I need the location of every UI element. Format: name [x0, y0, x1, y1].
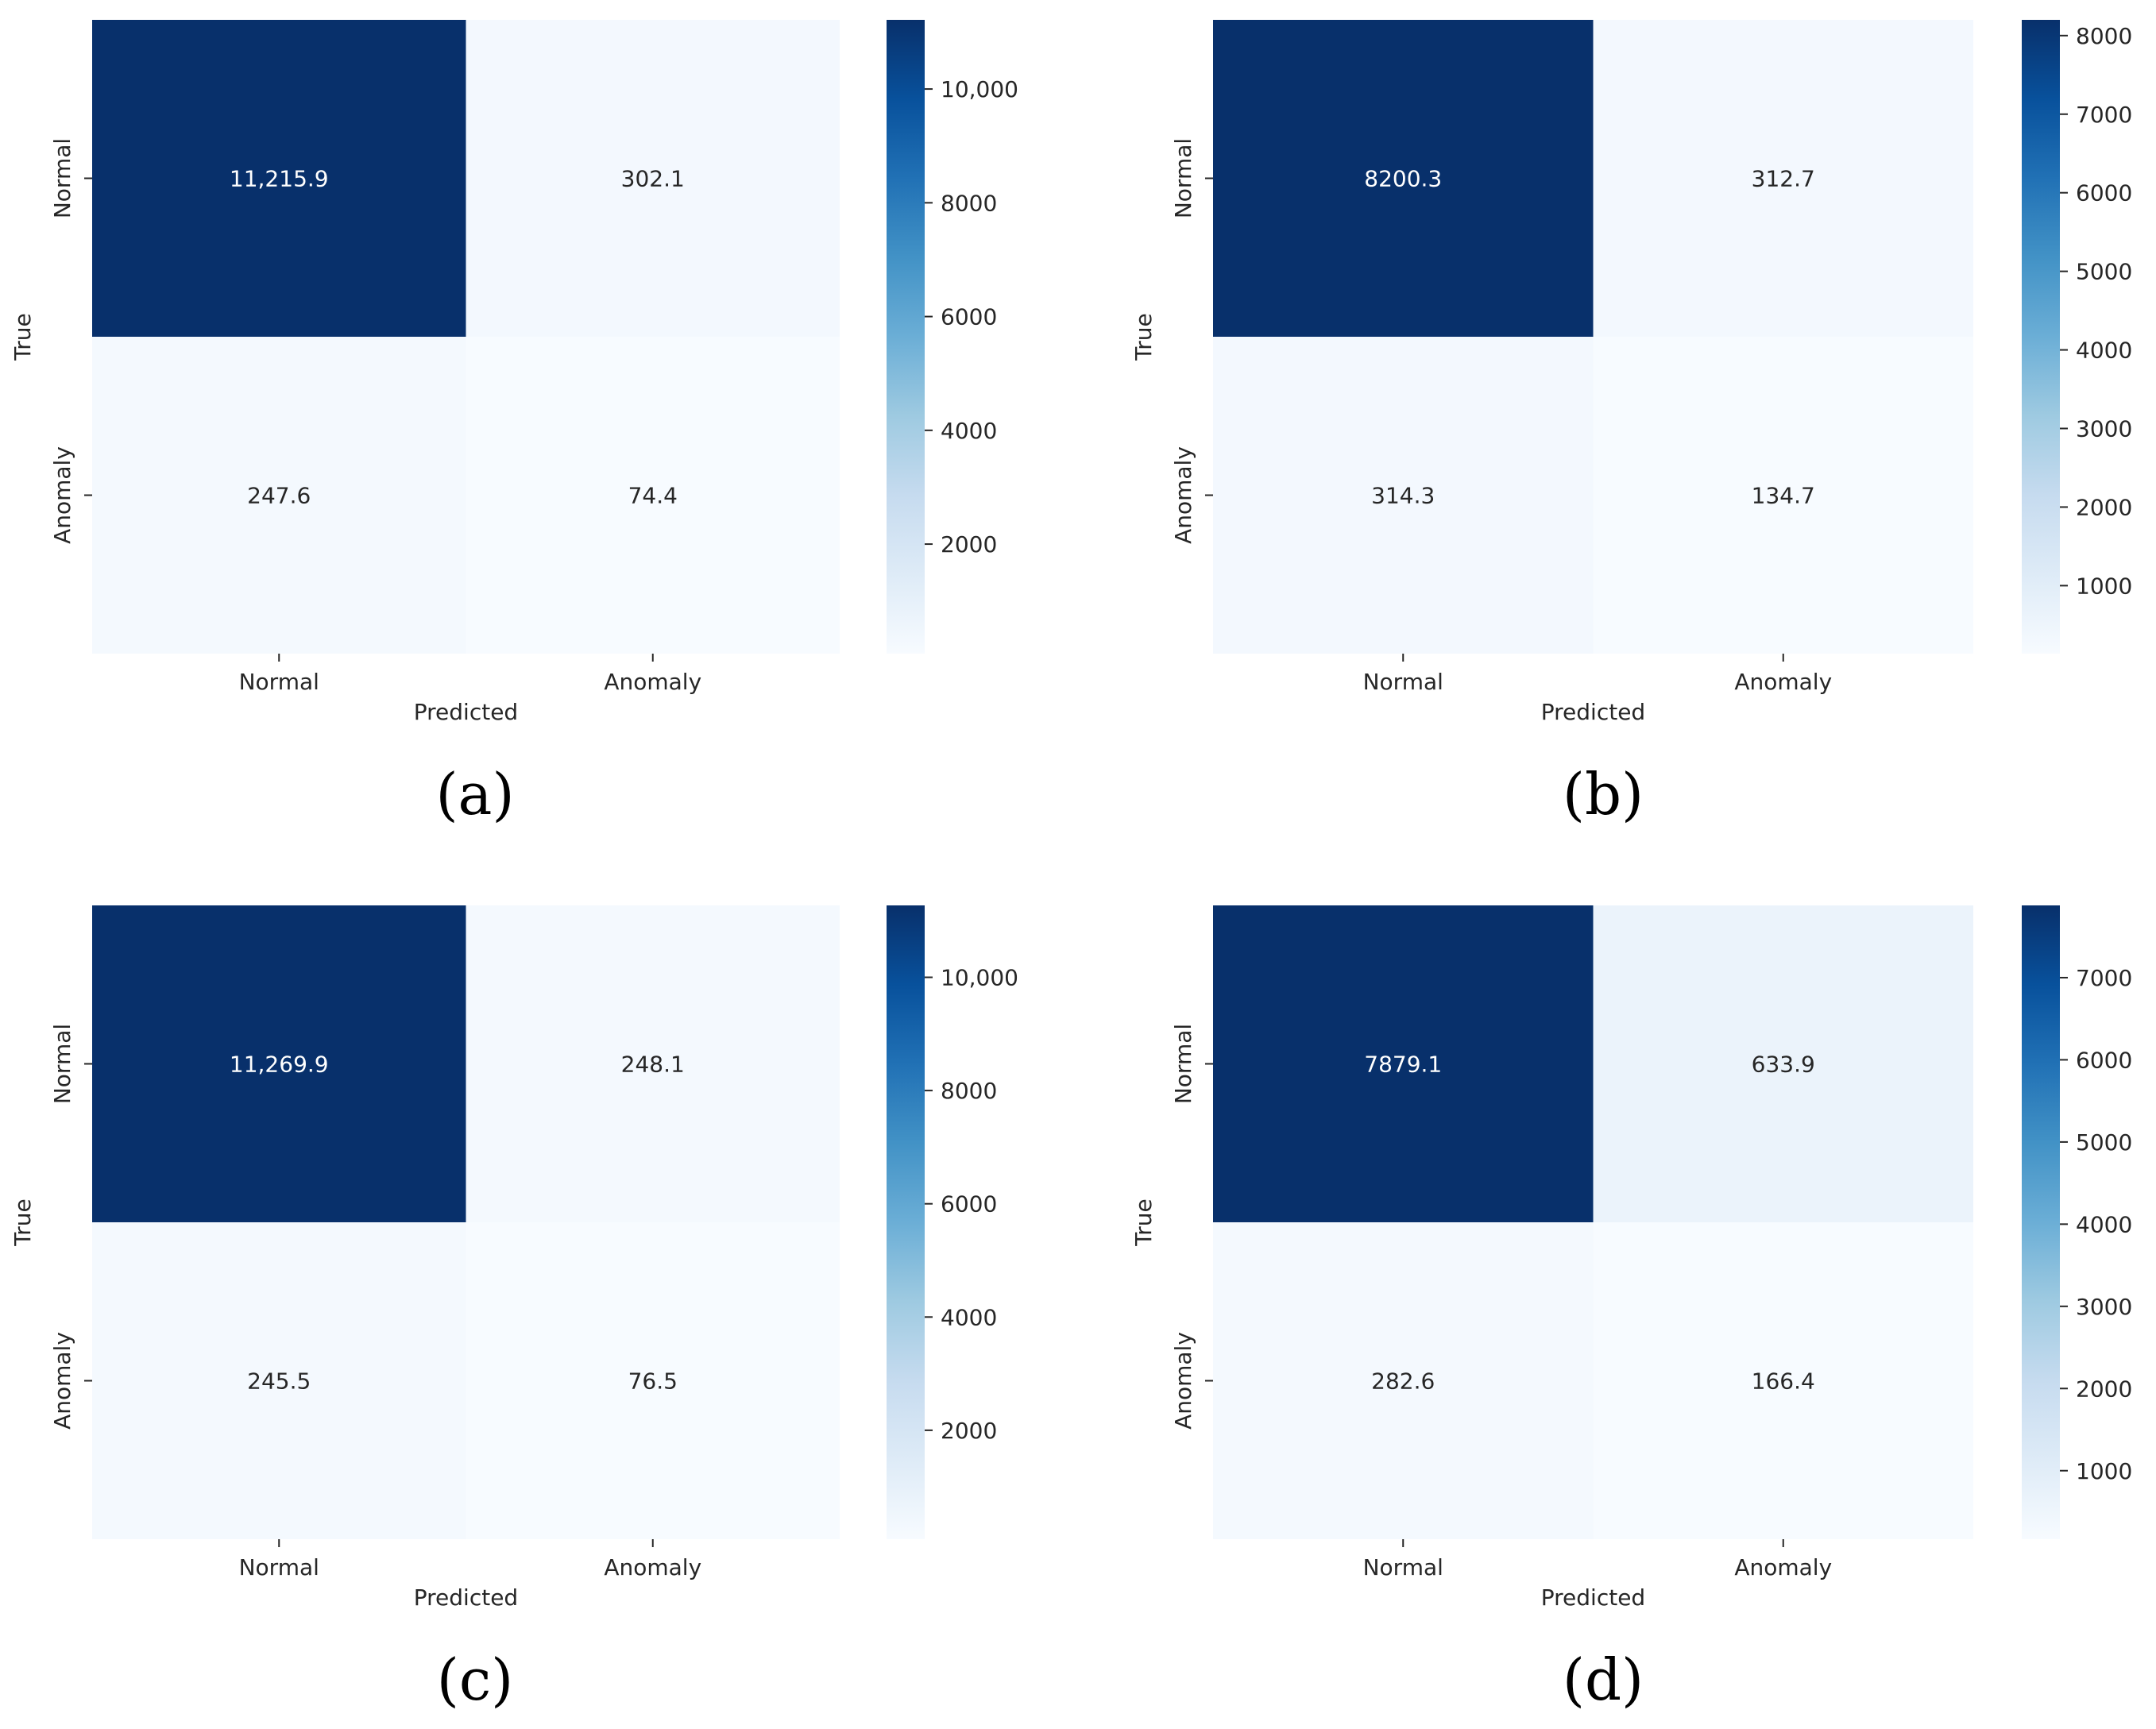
heatmap-cell: [1593, 1222, 1973, 1539]
cell-value-label: 633.9: [1752, 1052, 1815, 1078]
colorbar-tick-label: 3000: [2076, 1294, 2132, 1320]
colorbar-tick-label: 2000: [2076, 1376, 2132, 1402]
colorbar-tick-label: 3000: [2076, 416, 2132, 442]
y-tick-label: Anomaly: [49, 1332, 75, 1430]
y-axis-label: True: [10, 1198, 36, 1246]
colorbar-tick-label: 1000: [2076, 1458, 2132, 1484]
cell-value-label: 302.1: [621, 166, 685, 192]
cell-value-label: 76.5: [628, 1368, 678, 1395]
heatmap-cell: [466, 337, 840, 654]
cell-value-label: 314.3: [1371, 483, 1435, 509]
y-tick-label: Normal: [49, 1024, 75, 1104]
colorbar-tick-label: 8000: [941, 190, 997, 216]
y-axis-label: True: [10, 313, 36, 361]
panel-label: (a): [435, 761, 514, 828]
cell-value-label: 247.6: [247, 483, 311, 509]
x-axis-label: Predicted: [414, 1584, 518, 1611]
cell-value-label: 134.7: [1752, 483, 1815, 509]
x-tick-label: Normal: [1363, 669, 1443, 695]
x-axis-label: Predicted: [414, 699, 518, 725]
colorbar-tick-label: 4000: [941, 1304, 997, 1330]
y-tick-label: Normal: [49, 138, 75, 218]
colorbar-tick-label: 1000: [2076, 573, 2132, 599]
cell-value-label: 11,215.9: [230, 166, 329, 192]
x-tick-label: Anomaly: [604, 669, 701, 695]
x-axis-label: Predicted: [1541, 1584, 1645, 1611]
heatmap-panel-c: 11,269.9 248.1 245.5 76.5 Normal Anomaly Predi…: [10, 905, 1018, 1713]
heatmap-cell: [466, 905, 840, 1222]
colorbar-tick-label: 10,000: [941, 76, 1018, 102]
x-tick-label: Anomaly: [1734, 669, 1832, 695]
colorbar-tick-label: 8000: [2076, 23, 2132, 49]
cell-value-label: 8200.3: [1364, 166, 1442, 192]
colorbar-tick-label: 6000: [2076, 1047, 2132, 1073]
cell-value-label: 7879.1: [1364, 1052, 1442, 1078]
panel-label: (c): [437, 1646, 514, 1713]
heatmap-cell: [466, 20, 840, 337]
heatmap-cell: [1593, 20, 1973, 337]
x-tick-label: Normal: [239, 669, 319, 695]
colorbar: [887, 905, 925, 1539]
heatmap-cell: [1213, 905, 1594, 1222]
colorbar: [887, 20, 925, 654]
heatmap-panel-b: 8200.3 312.7 314.3 134.7 Normal Anomaly Predic…: [1130, 20, 2132, 828]
x-axis-label: Predicted: [1541, 699, 1645, 725]
colorbar-tick-label: 8000: [941, 1078, 997, 1104]
heatmap-cell: [1593, 905, 1973, 1222]
cell-value-label: 245.5: [247, 1368, 311, 1395]
colorbar-tick-label: 4000: [2076, 1211, 2132, 1237]
y-axis-label: True: [1130, 313, 1157, 361]
cell-value-label: 166.4: [1752, 1368, 1815, 1395]
heatmap-cell: [92, 337, 466, 654]
x-tick-label: Normal: [1363, 1554, 1443, 1580]
y-tick-label: Normal: [1170, 138, 1196, 218]
colorbar-tick-label: 2000: [941, 1418, 997, 1444]
heatmap-cell: [92, 20, 466, 337]
colorbar-tick-label: 2000: [2076, 494, 2132, 520]
heatmap-panel-d: 7879.1 633.9 282.6 166.4 Normal Anomaly Predic…: [1130, 905, 2132, 1713]
colorbar-tick-label: 6000: [941, 304, 997, 330]
colorbar-tick-label: 7000: [2076, 102, 2132, 128]
x-tick-label: Anomaly: [1734, 1554, 1832, 1580]
y-tick-label: Anomaly: [1170, 446, 1196, 544]
heatmap-cell: [1213, 1222, 1594, 1539]
y-tick-label: Normal: [1170, 1024, 1196, 1104]
panel-label: (b): [1563, 761, 1644, 828]
cell-value-label: 312.7: [1752, 166, 1815, 192]
x-tick-label: Normal: [239, 1554, 319, 1580]
y-tick-label: Anomaly: [1170, 1332, 1196, 1430]
cell-value-label: 282.6: [1371, 1368, 1435, 1395]
colorbar-tick-label: 6000: [941, 1191, 997, 1218]
heatmap-cell: [466, 1222, 840, 1539]
cell-value-label: 248.1: [621, 1052, 685, 1078]
heatmap-cell: [1593, 337, 1973, 654]
colorbar-tick-label: 4000: [2076, 338, 2132, 364]
colorbar-tick-label: 5000: [2076, 1129, 2132, 1156]
x-tick-label: Anomaly: [604, 1554, 701, 1580]
y-tick-label: Anomaly: [49, 446, 75, 544]
colorbar-tick-label: 5000: [2076, 259, 2132, 285]
colorbar: [2022, 905, 2060, 1539]
heatmap-cell: [92, 905, 466, 1222]
colorbar-tick-label: 10,000: [941, 965, 1018, 991]
colorbar-tick-label: 4000: [941, 418, 997, 444]
heatmap-cell: [92, 1222, 466, 1539]
colorbar-tick-label: 6000: [2076, 180, 2132, 206]
colorbar: [2022, 20, 2060, 654]
cell-value-label: 11,269.9: [230, 1052, 329, 1078]
heatmap-cell: [1213, 337, 1594, 654]
y-axis-label: True: [1130, 1198, 1157, 1246]
panel-label: (d): [1563, 1646, 1644, 1713]
colorbar-tick-label: 2000: [941, 531, 997, 558]
heatmap-cell: [1213, 20, 1594, 337]
heatmap-panel-a: 11,215.9 302.1 247.6 74.4 Normal Anomaly Predi…: [10, 20, 1018, 828]
cell-value-label: 74.4: [628, 483, 678, 509]
colorbar-tick-label: 7000: [2076, 965, 2132, 991]
